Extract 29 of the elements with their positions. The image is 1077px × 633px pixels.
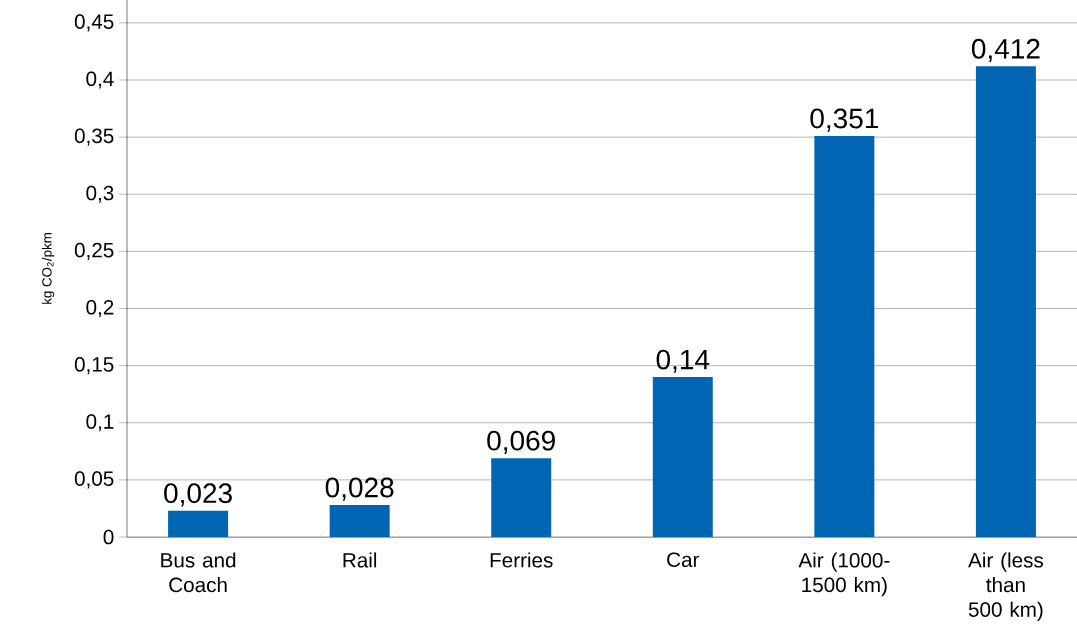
y-tick-label: 0,3 — [86, 185, 114, 203]
data-label: 0,14 — [656, 349, 710, 373]
x-tick-label: Bus and Coach — [161, 552, 236, 593]
x-tick-label: Car — [667, 552, 700, 568]
x-tick-label: Air (1000-1500 km) — [798, 552, 890, 597]
data-label: 0,351 — [810, 108, 879, 132]
bar — [652, 377, 713, 537]
y-axis-title: kg CO$_{2}$/pkm — [41, 233, 55, 304]
y-tick-label: 0 — [103, 529, 114, 545]
y-tick-label: 0,05 — [74, 471, 114, 489]
data-label: 0,028 — [325, 477, 394, 501]
y-tick-label: 0,1 — [86, 414, 114, 432]
y-tick-label: 0,35 — [74, 128, 114, 146]
x-tick-label: Ferries — [490, 552, 553, 568]
bar — [814, 135, 875, 537]
x-tick-label: Rail — [343, 552, 377, 568]
x-tick-label: Air (less than 500 km) — [968, 552, 1044, 621]
bar — [975, 66, 1036, 537]
bar — [329, 505, 390, 537]
data-label: 0,069 — [487, 430, 555, 454]
y-tick-label: 0,15 — [74, 357, 114, 375]
y-tick-label: 0,25 — [74, 242, 114, 260]
bar — [491, 458, 552, 537]
bar — [168, 510, 229, 537]
y-tick-label: 0,4 — [86, 71, 114, 89]
y-tick-label: 0,2 — [86, 299, 114, 318]
data-label: 0,023 — [164, 483, 232, 507]
data-label: 0,412 — [971, 38, 1040, 62]
y-tick-label: 0,45 — [74, 14, 114, 32]
